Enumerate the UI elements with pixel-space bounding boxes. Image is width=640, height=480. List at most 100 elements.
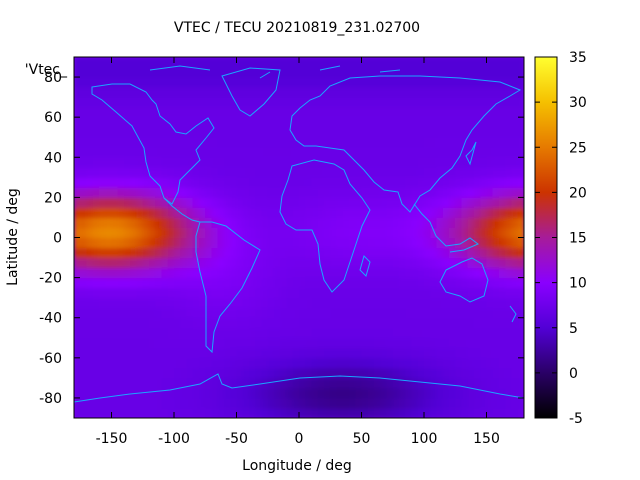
- heatmap-cell: [330, 397, 338, 409]
- heatmap-cell: [149, 347, 156, 359]
- heatmap-cell: [174, 287, 181, 299]
- heatmap-cell: [392, 307, 400, 319]
- heatmap-cell: [336, 287, 344, 299]
- heatmap-cell: [474, 257, 481, 269]
- heatmap-cell: [255, 257, 263, 269]
- heatmap-cell: [180, 67, 188, 78]
- heatmap-cell: [242, 87, 250, 98]
- heatmap-cell: [261, 57, 269, 68]
- heatmap-cell: [455, 167, 463, 178]
- heatmap-cell: [236, 267, 244, 279]
- heatmap-cell: [186, 77, 194, 88]
- heatmap-cell: [305, 287, 313, 299]
- heatmap-cell: [224, 287, 231, 299]
- heatmap-cell: [467, 317, 475, 329]
- heatmap-cell: [449, 387, 456, 399]
- heatmap-cell: [517, 387, 524, 399]
- heatmap-cell: [424, 167, 431, 178]
- heatmap-cell: [467, 207, 475, 219]
- heatmap-cell: [336, 147, 344, 158]
- heatmap-cell: [417, 237, 425, 249]
- heatmap-cell: [192, 377, 200, 389]
- heatmap-cell: [317, 217, 325, 229]
- heatmap-cell: [217, 87, 225, 98]
- heatmap-cell: [249, 387, 256, 399]
- heatmap-cell: [455, 407, 463, 418]
- heatmap-cell: [349, 237, 356, 249]
- heatmap-cell: [92, 297, 100, 309]
- heatmap-cell: [336, 57, 344, 68]
- heatmap-cell: [142, 147, 150, 158]
- heatmap-cell: [149, 297, 156, 309]
- heatmap-cell: [386, 147, 394, 158]
- heatmap-cell: [492, 327, 500, 339]
- heatmap-cell: [149, 217, 156, 229]
- heatmap-cell: [442, 77, 450, 88]
- heatmap-cell: [442, 237, 450, 249]
- heatmap-cell: [111, 87, 119, 98]
- heatmap-cell: [86, 187, 94, 198]
- heatmap-cell: [255, 227, 263, 239]
- heatmap-cell: [499, 357, 506, 369]
- heatmap-cell: [167, 387, 175, 399]
- heatmap-cell: [280, 137, 288, 148]
- heatmap-cell: [130, 217, 138, 229]
- heatmap-cell: [317, 127, 325, 138]
- heatmap-cell: [330, 277, 338, 289]
- heatmap-cell: [149, 127, 156, 138]
- heatmap-cell: [167, 227, 175, 239]
- heatmap-cell: [242, 257, 250, 269]
- heatmap-cell: [74, 137, 81, 148]
- heatmap-cell: [474, 357, 481, 369]
- heatmap-cell: [117, 97, 125, 108]
- heatmap-cell: [424, 137, 431, 148]
- heatmap-cell: [111, 77, 119, 88]
- heatmap-cell: [111, 187, 119, 198]
- heatmap-cell: [461, 127, 469, 138]
- heatmap-cell: [486, 117, 494, 128]
- heatmap-cell: [480, 137, 488, 148]
- heatmap-cell: [467, 367, 475, 379]
- heatmap-cell: [517, 57, 524, 68]
- heatmap-cell: [267, 287, 275, 299]
- heatmap-cell: [280, 147, 288, 158]
- heatmap-cell: [374, 197, 381, 209]
- heatmap-cell: [511, 187, 519, 198]
- heatmap-cell: [217, 107, 225, 118]
- heatmap-cell: [336, 227, 344, 239]
- heatmap-cell: [486, 217, 494, 229]
- heatmap-cell: [205, 57, 213, 68]
- heatmap-cell: [261, 187, 269, 198]
- heatmap-cell: [361, 187, 369, 198]
- heatmap-cell: [280, 217, 288, 229]
- heatmap-cell: [517, 277, 524, 289]
- heatmap-cell: [267, 377, 275, 389]
- heatmap-cell: [486, 337, 494, 349]
- heatmap-cell: [99, 127, 106, 138]
- heatmap-cell: [405, 237, 413, 249]
- heatmap-cell: [380, 387, 388, 399]
- heatmap-cell: [355, 197, 363, 209]
- heatmap-cell: [517, 397, 524, 409]
- heatmap-cell: [292, 397, 300, 409]
- heatmap-cell: [205, 207, 213, 219]
- heatmap-cell: [136, 407, 144, 418]
- heatmap-cell: [80, 267, 88, 279]
- heatmap-cell: [136, 147, 144, 158]
- heatmap-cell: [199, 257, 206, 269]
- heatmap-cell: [305, 167, 313, 178]
- coastline-new-zealand: [509, 305, 517, 323]
- heatmap-cell: [486, 367, 494, 379]
- heatmap-cell: [405, 67, 413, 78]
- heatmap-cell: [280, 237, 288, 249]
- heatmap-cell: [255, 287, 263, 299]
- heatmap-cell: [424, 197, 431, 209]
- heatmap-cell: [292, 77, 300, 88]
- heatmap-cell: [267, 197, 275, 209]
- heatmap-cell: [486, 327, 494, 339]
- heatmap-cell: [280, 407, 288, 418]
- heatmap-cell: [86, 367, 94, 379]
- heatmap-cell: [105, 157, 113, 168]
- heatmap-cell: [367, 177, 375, 188]
- heatmap-cell: [505, 237, 513, 249]
